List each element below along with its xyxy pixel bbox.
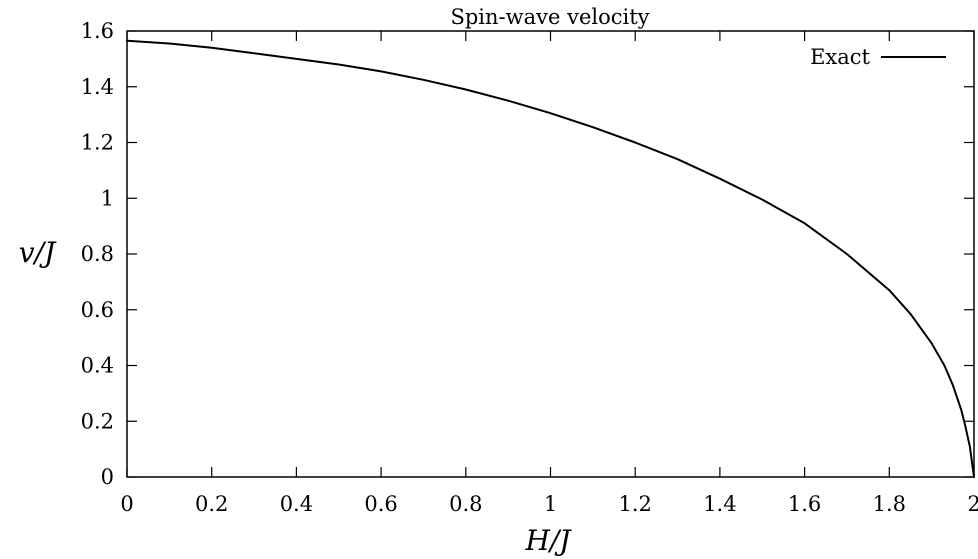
x-tick-label: 0.8 [449,492,482,516]
x-axis-ticks: 0 0.2 0.4 0.6 0.8 1 1.2 1.4 1.6 1.8 2 [120,31,978,516]
y-tick-label: 0.8 [81,242,114,266]
x-tick-label: 1.2 [618,492,651,516]
y-axis-ticks: 0 0.2 0.4 0.6 0.8 1 1.2 1.4 1.6 [81,19,974,489]
x-tick-label: 1.8 [873,492,906,516]
y-tick-label: 0.4 [81,354,114,378]
x-tick-label: 1.4 [703,492,736,516]
x-tick-label: 1 [544,492,557,516]
y-axis-label: v/J [19,236,57,269]
y-tick-label: 1.4 [81,75,114,99]
chart-title: Spin-wave velocity [450,5,649,29]
x-tick-label: 1.6 [788,492,821,516]
y-tick-label: 0.6 [81,298,114,322]
series-line-exact [126,39,975,478]
series-layer [126,39,975,478]
y-tick-label: 0 [101,465,114,489]
legend: Exact [810,45,946,69]
x-tick-label: 0.6 [364,492,397,516]
y-tick-label: 1.6 [81,19,114,43]
legend-label: Exact [810,45,870,69]
x-axis-label: H/J [524,524,572,557]
x-tick-label: 0 [120,492,133,516]
y-tick-label: 1 [101,186,114,210]
x-tick-label: 2 [967,492,978,516]
y-tick-label: 1.2 [81,131,114,155]
x-tick-label: 0.2 [195,492,228,516]
x-tick-label: 0.4 [280,492,313,516]
y-tick-label: 0.2 [81,409,114,433]
